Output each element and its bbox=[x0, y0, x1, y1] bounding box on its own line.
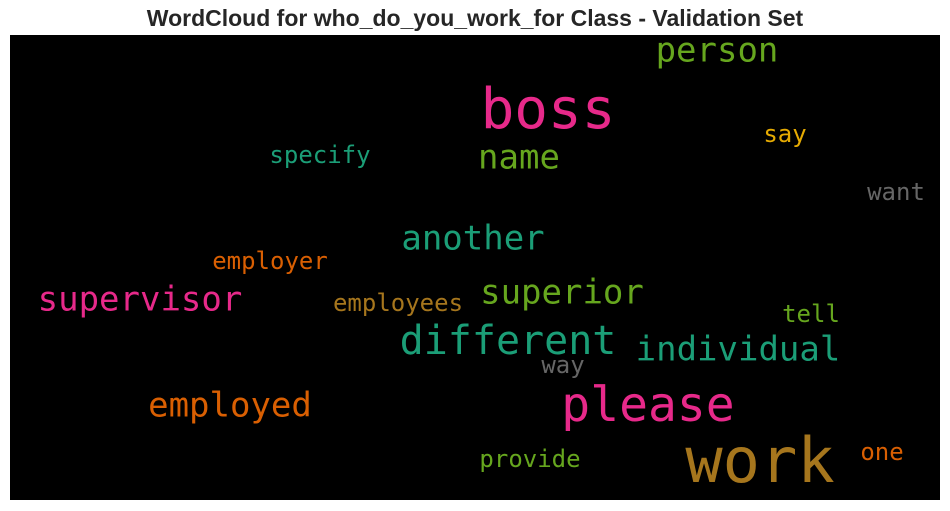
word-another: another bbox=[401, 219, 544, 259]
word-work: work bbox=[685, 424, 834, 497]
word-employer: employer bbox=[212, 247, 328, 275]
word-specify: specify bbox=[269, 141, 370, 169]
word-provide: provide bbox=[479, 445, 580, 473]
word-supervisor: supervisor bbox=[38, 280, 243, 320]
word-employees: employees bbox=[333, 289, 463, 317]
word-person: person bbox=[656, 35, 779, 71]
word-way: way bbox=[541, 351, 584, 379]
word-want: want bbox=[867, 178, 925, 206]
word-tell: tell bbox=[782, 300, 840, 328]
word-name: name bbox=[478, 138, 560, 178]
word-say: say bbox=[763, 120, 806, 148]
word-different: different bbox=[400, 318, 617, 364]
wordcloud-canvas: work boss please different supervisor superio… bbox=[10, 35, 940, 500]
word-one: one bbox=[860, 438, 903, 466]
word-superior: superior bbox=[480, 273, 644, 313]
word-please: please bbox=[561, 377, 734, 433]
word-employed: employed bbox=[148, 386, 312, 426]
word-individual: individual bbox=[636, 330, 841, 370]
wordcloud-svg: work boss please different supervisor superio… bbox=[38, 35, 925, 497]
chart-title: WordCloud for who_do_you_work_for Class … bbox=[146, 5, 804, 31]
word-boss: boss bbox=[481, 77, 616, 142]
